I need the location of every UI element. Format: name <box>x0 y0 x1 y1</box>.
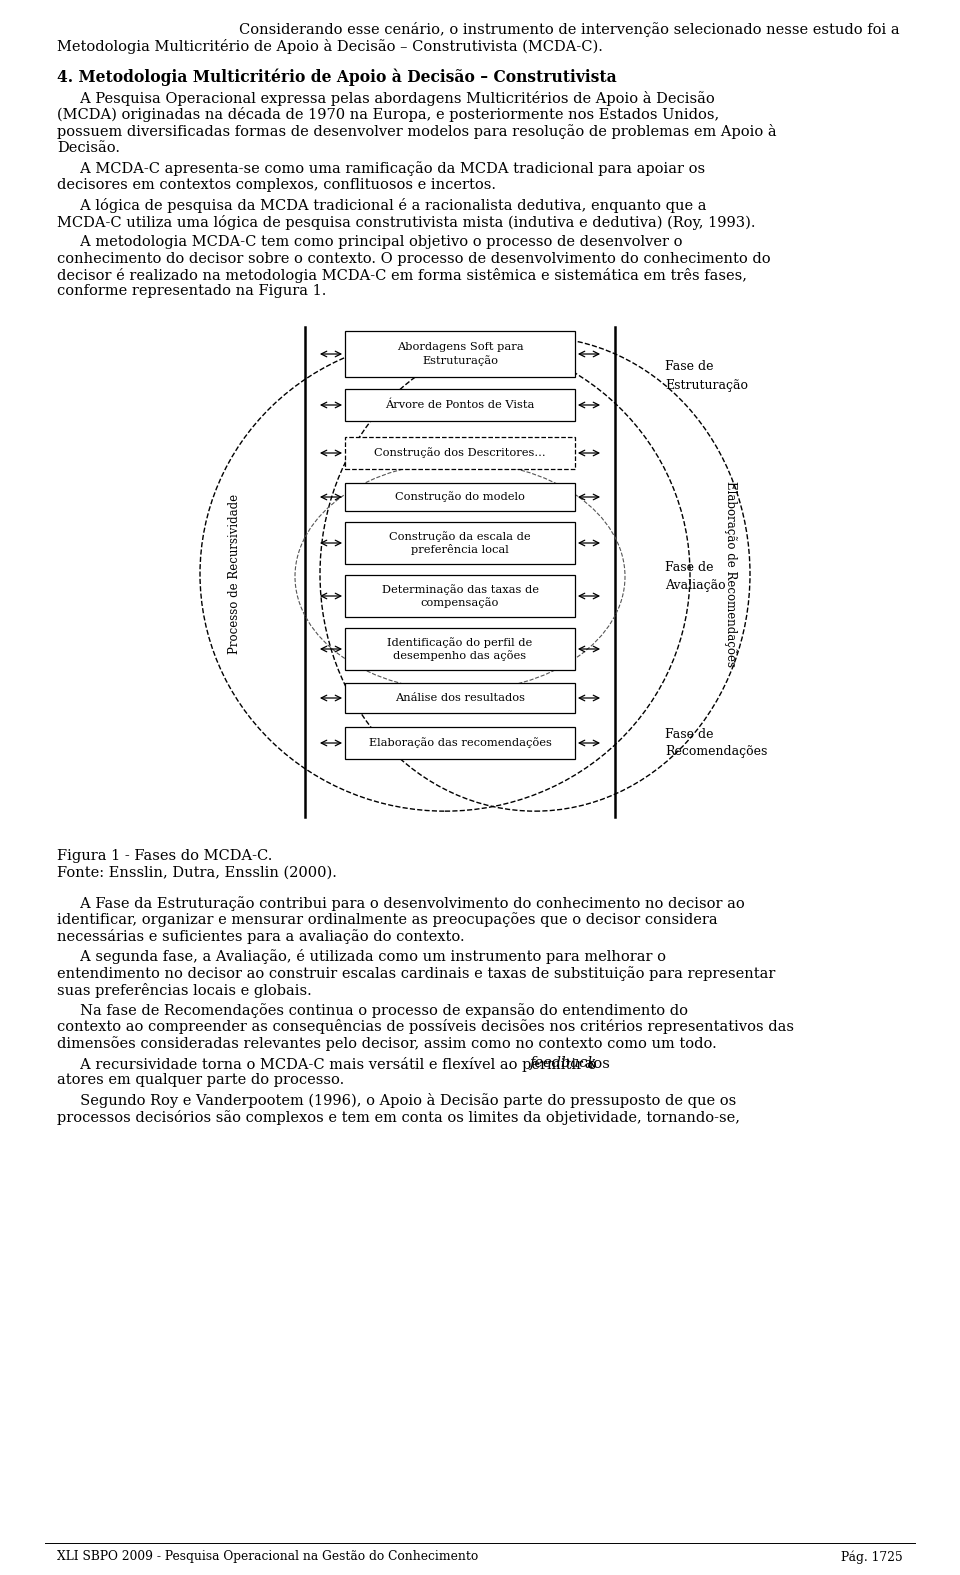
Text: Determinação das taxas de
compensação: Determinação das taxas de compensação <box>381 584 539 608</box>
FancyBboxPatch shape <box>345 628 575 669</box>
Text: A Fase da Estruturação contribui para o desenvolvimento do conhecimento no decis: A Fase da Estruturação contribui para o … <box>57 896 745 910</box>
Text: A lógica de pesquisa da MCDA tradicional é a racionalista dedutiva, enquanto que: A lógica de pesquisa da MCDA tradicional… <box>57 198 707 213</box>
FancyBboxPatch shape <box>345 684 575 713</box>
Text: Construção dos Descritores...: Construção dos Descritores... <box>374 447 546 458</box>
Text: Abordagens Soft para
Estruturação: Abordagens Soft para Estruturação <box>396 342 523 365</box>
FancyBboxPatch shape <box>345 728 575 759</box>
Text: atores em qualquer parte do processo.: atores em qualquer parte do processo. <box>57 1073 345 1087</box>
Text: decisores em contextos complexos, conflituosos e incertos.: decisores em contextos complexos, confli… <box>57 178 496 192</box>
Text: MCDA-C utiliza uma lógica de pesquisa construtivista mista (indutiva e dedutiva): MCDA-C utiliza uma lógica de pesquisa co… <box>57 214 756 230</box>
FancyBboxPatch shape <box>345 521 575 564</box>
Text: Identificação do perfil de
desempenho das ações: Identificação do perfil de desempenho da… <box>388 636 533 662</box>
Text: entendimento no decisor ao construir escalas cardinais e taxas de substituição p: entendimento no decisor ao construir esc… <box>57 965 776 981</box>
FancyBboxPatch shape <box>345 575 575 617</box>
Text: Pág. 1725: Pág. 1725 <box>841 1550 903 1564</box>
Text: necessárias e suficientes para a avaliação do contexto.: necessárias e suficientes para a avaliaç… <box>57 929 465 943</box>
Text: Metodologia Multicritério de Apoio à Decisão – Construtivista (MCDA-C).: Metodologia Multicritério de Apoio à Dec… <box>57 38 603 54</box>
Text: Segundo Roy e Vanderpootem (1996), o Apoio à Decisão parte do pressuposto de que: Segundo Roy e Vanderpootem (1996), o Apo… <box>57 1093 736 1109</box>
Text: A segunda fase, a Avaliação, é utilizada como um instrumento para melhorar o: A segunda fase, a Avaliação, é utilizada… <box>57 950 666 964</box>
Text: Fase de
Estruturação: Fase de Estruturação <box>665 361 748 392</box>
Text: Fase de
Recomendações: Fase de Recomendações <box>665 728 767 759</box>
Text: Construção da escala de
preferência local: Construção da escala de preferência loca… <box>389 531 531 556</box>
Text: Processo de Recursividade: Processo de Recursividade <box>228 495 242 654</box>
Text: possuem diversificadas formas de desenvolver modelos para resolução de problemas: possuem diversificadas formas de desenvo… <box>57 124 777 139</box>
Text: Árvore de Pontos de Vista: Árvore de Pontos de Vista <box>385 400 535 410</box>
Text: Fase de
Avaliação: Fase de Avaliação <box>665 561 726 592</box>
Text: A recursividade torna o MCDA-C mais versátil e flexível ao permitir o: A recursividade torna o MCDA-C mais vers… <box>57 1057 601 1071</box>
Text: contexto ao compreender as consequências de possíveis decisões nos critérios rep: contexto ao compreender as consequências… <box>57 1019 794 1035</box>
Text: Figura 1 - Fases do MCDA-C.: Figura 1 - Fases do MCDA-C. <box>57 849 273 863</box>
Text: Análise dos resultados: Análise dos resultados <box>395 693 525 702</box>
Text: processos decisórios são complexos e tem em conta os limites da objetividade, to: processos decisórios são complexos e tem… <box>57 1110 740 1125</box>
Text: (MCDA) originadas na década de 1970 na Europa, e posteriormente nos Estados Unid: (MCDA) originadas na década de 1970 na E… <box>57 107 719 123</box>
Text: identificar, organizar e mensurar ordinalmente as preocupações que o decisor con: identificar, organizar e mensurar ordina… <box>57 912 718 928</box>
Text: aos: aos <box>580 1057 610 1071</box>
FancyBboxPatch shape <box>345 436 575 469</box>
Text: Elaboração das recomendações: Elaboração das recomendações <box>369 737 551 748</box>
Text: conforme representado na Figura 1.: conforme representado na Figura 1. <box>57 285 326 299</box>
Text: Decisão.: Decisão. <box>57 140 120 154</box>
Text: A Pesquisa Operacional expressa pelas abordagens Multicritérios de Apoio à Decis: A Pesquisa Operacional expressa pelas ab… <box>57 91 715 106</box>
Text: decisor é realizado na metodologia MCDA-C em forma sistêmica e sistemática em tr: decisor é realizado na metodologia MCDA-… <box>57 268 747 283</box>
FancyBboxPatch shape <box>345 484 575 510</box>
Text: dimensões consideradas relevantes pelo decisor, assim como no contexto como um t: dimensões consideradas relevantes pelo d… <box>57 1036 717 1051</box>
Text: conhecimento do decisor sobre o contexto. O processo de desenvolvimento do conhe: conhecimento do decisor sobre o contexto… <box>57 252 771 266</box>
Text: 4. Metodologia Multicritério de Apoio à Decisão – Construtivista: 4. Metodologia Multicritério de Apoio à … <box>57 69 616 87</box>
Text: Considerando esse cenário, o instrumento de intervenção selecionado nesse estudo: Considerando esse cenário, o instrumento… <box>239 22 900 36</box>
Text: Construção do modelo: Construção do modelo <box>396 491 525 502</box>
Text: A metodologia MCDA-C tem como principal objetivo o processo de desenvolver o: A metodologia MCDA-C tem como principal … <box>57 235 683 249</box>
FancyBboxPatch shape <box>345 389 575 421</box>
Text: XLI SBPO 2009 - Pesquisa Operacional na Gestão do Conhecimento: XLI SBPO 2009 - Pesquisa Operacional na … <box>57 1550 478 1562</box>
Text: suas preferências locais e globais.: suas preferências locais e globais. <box>57 983 312 997</box>
Text: Fonte: Ensslin, Dutra, Ensslin (2000).: Fonte: Ensslin, Dutra, Ensslin (2000). <box>57 866 337 879</box>
Text: Elaboração de Recomendações: Elaboração de Recomendações <box>724 480 736 666</box>
Text: Na fase de Recomendações continua o processo de expansão do entendimento do: Na fase de Recomendações continua o proc… <box>57 1003 688 1017</box>
FancyBboxPatch shape <box>345 331 575 376</box>
Text: feedback: feedback <box>530 1057 597 1071</box>
Text: A MCDA-C apresenta-se como uma ramificação da MCDA tradicional para apoiar os: A MCDA-C apresenta-se como uma ramificaç… <box>57 161 706 176</box>
